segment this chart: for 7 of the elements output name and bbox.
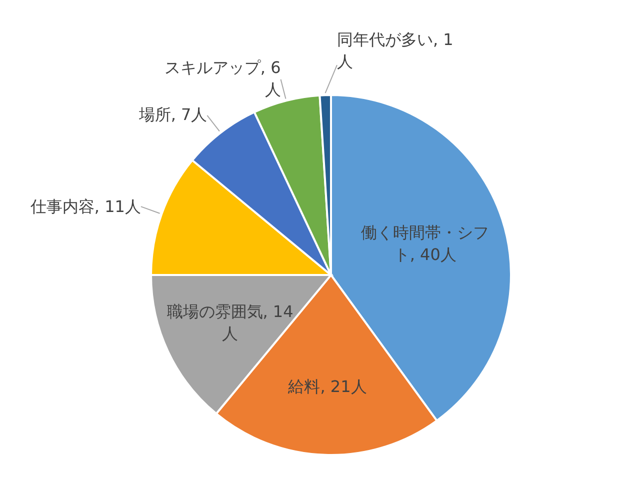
- slice-label: 場所, 7人: [138, 104, 208, 126]
- slice-label: 同年代が多い, 1人: [337, 29, 454, 74]
- slice-label: 給料, 21人: [288, 376, 367, 398]
- slice-label: 職場の雰囲気, 14人: [166, 300, 294, 345]
- slice-label: 働く時間帯・シフト, 40人: [360, 222, 490, 266]
- slice-label: 仕事内容, 11人: [30, 196, 141, 218]
- slice-label: スキルアップ, 6人: [163, 57, 281, 102]
